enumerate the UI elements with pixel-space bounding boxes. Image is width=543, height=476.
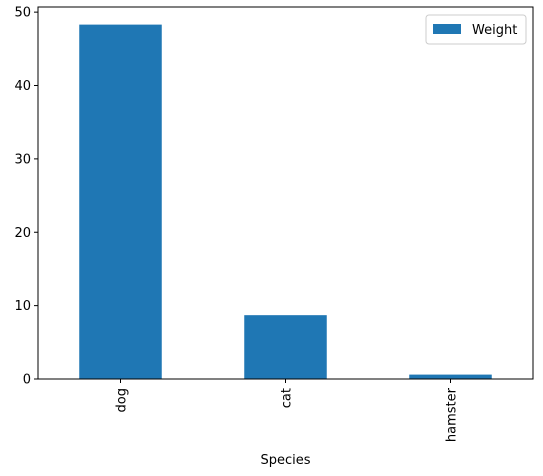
y-tick-label: 10 xyxy=(14,299,31,314)
y-tick-label: 20 xyxy=(14,226,31,241)
y-tick-label: 0 xyxy=(23,373,31,388)
legend-box xyxy=(425,14,527,45)
legend: Weight xyxy=(425,14,527,45)
x-tick-label: hamster xyxy=(445,387,460,442)
bar-hamster xyxy=(409,374,492,379)
y-tick-label: 30 xyxy=(14,152,31,167)
x-axis: dog cat hamster xyxy=(115,379,460,442)
x-axis-label: Species xyxy=(260,453,310,468)
bar-dog xyxy=(79,24,162,379)
y-tick-label: 40 xyxy=(14,79,31,94)
x-tick-label: dog xyxy=(115,388,130,412)
legend-swatch xyxy=(433,24,461,34)
y-tick-label: 50 xyxy=(14,6,31,21)
plot-frame xyxy=(37,6,534,380)
legend-label: Weight xyxy=(472,23,517,38)
x-tick-label: cat xyxy=(280,388,295,408)
bars-layer xyxy=(79,24,492,379)
bar-cat xyxy=(244,315,327,379)
y-axis: 0 10 20 30 40 50 xyxy=(14,6,38,388)
